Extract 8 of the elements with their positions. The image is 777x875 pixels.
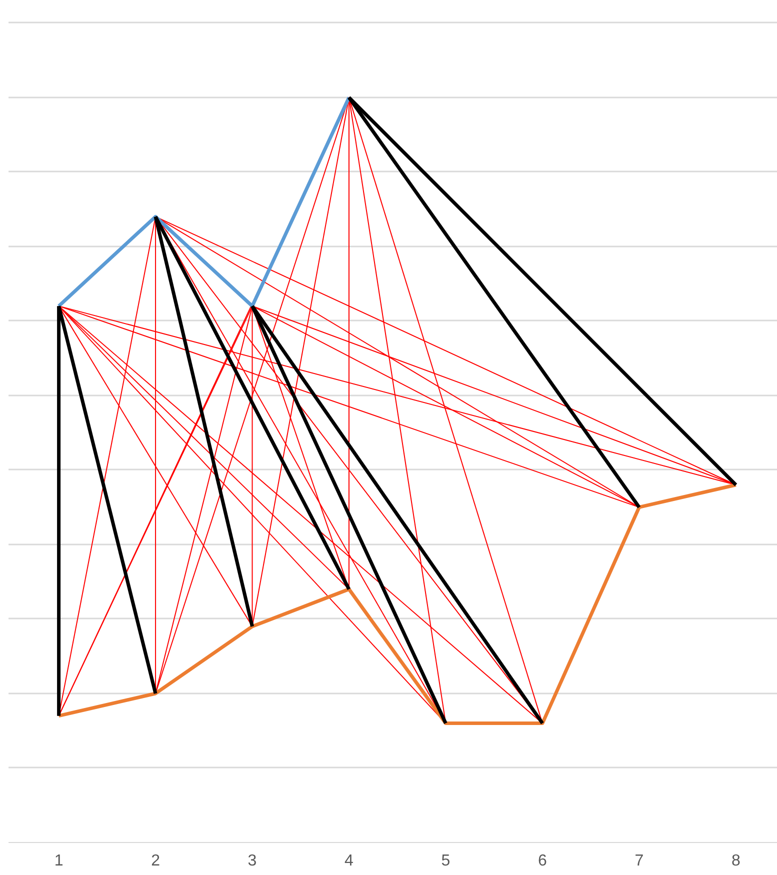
- x-tick-label: 6: [538, 852, 547, 870]
- x-tick-label: 1: [54, 852, 64, 870]
- x-tick-label: 2: [151, 852, 160, 870]
- x-tick-label: 5: [441, 852, 450, 870]
- x-tick-label: 8: [731, 852, 740, 870]
- x-tick-label: 7: [634, 852, 644, 870]
- x-tick-label: 4: [344, 852, 354, 870]
- x-tick-label: 3: [248, 852, 257, 870]
